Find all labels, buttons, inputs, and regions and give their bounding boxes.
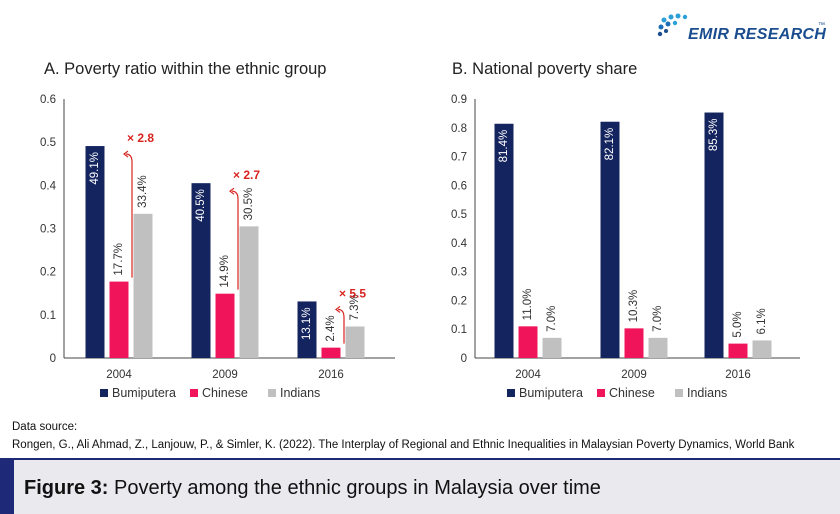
chart-a-data-label: 13.1% (301, 307, 313, 340)
chart-a-legend-label-indians: Indians (280, 386, 320, 400)
chart-b-legend-label-chinese: Chinese (609, 386, 655, 400)
chart-b-xtick-label: 2016 (725, 369, 751, 381)
chart-b-title: B. National poverty share (452, 60, 638, 78)
chart-a-legend-swatch-chinese (190, 389, 198, 397)
chart-b-ytick-label: 0.8 (451, 123, 467, 135)
chart-b-bar-bumiputera (600, 121, 620, 359)
chart-b-data-label: 81.4% (498, 130, 510, 163)
chart-a-arrowhead (335, 305, 341, 313)
chart-a-ratio-arrow (231, 190, 239, 290)
source-heading: Data source: (12, 421, 78, 433)
chart-a-bar-indians (345, 326, 365, 358)
chart-b-bar-chinese (728, 343, 748, 358)
chart-a-legend-label-bumiputera: Bumiputera (112, 386, 176, 400)
chart-a-bar-indians (239, 226, 259, 358)
logo-dots-icon (657, 13, 688, 37)
chart-b-bar-indians (648, 337, 668, 358)
chart-a-data-label: 17.7% (113, 243, 125, 276)
chart-b-data-label: 6.1% (756, 308, 768, 334)
caption-accent-bar (0, 460, 14, 514)
chart-b-ytick-label: 0.4 (451, 238, 468, 250)
figure-caption-bar: Figure 3: Poverty among the ethnic group… (0, 458, 840, 514)
chart-a-data-label: 49.1% (89, 152, 101, 185)
chart-b-bar-chinese (624, 328, 644, 358)
source-citation: Rongen, G., Ali Ahmad, Z., Lanjouw, P., … (12, 439, 795, 451)
chart-a-ytick-label: 0.5 (40, 137, 56, 149)
chart-b-bar-bumiputera (494, 123, 514, 358)
chart-a-ytick-label: 0 (50, 353, 56, 365)
chart-b-bar-indians (542, 337, 562, 358)
chart-a-bar-indians (133, 213, 153, 358)
chart-b-legend-swatch-chinese (597, 389, 605, 397)
chart-a-bar-bumiputera (85, 146, 105, 358)
chart-a-bar-chinese (215, 293, 235, 358)
chart-b-legend-swatch-bumiputera (507, 389, 515, 397)
chart-a-xtick-label: 2004 (106, 369, 132, 381)
chart-a-ratio-annotation: × 2.7 (233, 168, 260, 182)
chart-a-arrowhead (123, 150, 129, 158)
chart-a-ytick-label: 0.3 (40, 224, 56, 236)
chart-b-ytick-label: 0.7 (451, 152, 467, 164)
figure-caption-text: Poverty among the ethnic groups in Malay… (114, 477, 601, 499)
chart-a-bar-chinese (109, 281, 129, 358)
brand-logo (656, 12, 836, 52)
chart-a-ratio-annotation: × 5.5 (339, 286, 366, 300)
chart-b-ytick-label: 0.9 (451, 94, 467, 106)
chart-a-bar-bumiputera (297, 301, 317, 358)
chart-a-legend-swatch-bumiputera (100, 389, 108, 397)
chart-b-ytick-label: 0.2 (451, 295, 467, 307)
chart-a-data-label: 2.4% (325, 315, 337, 341)
chart-a-legend-swatch-indians (268, 389, 276, 397)
chart-a-xtick-label: 2009 (212, 369, 238, 381)
chart-b-data-label: 7.0% (546, 306, 558, 332)
chart-a-bar-bumiputera (191, 183, 211, 358)
chart-a-data-label: 14.9% (219, 255, 231, 288)
chart-a-ytick-label: 0.4 (40, 180, 57, 192)
chart-a-ytick-label: 0.6 (40, 94, 56, 106)
chart-b-legend-swatch-indians (675, 389, 683, 397)
chart-b-bar-bumiputera (704, 112, 724, 358)
brand-trademark: ™ (818, 22, 825, 29)
chart-b-data-label: 85.3% (708, 119, 720, 152)
chart-b-ytick-label: 0.1 (451, 324, 467, 336)
chart-a-ratio-arrow (337, 308, 345, 344)
chart-a: 0 0.1 0.2 0.3 0.4 0.5 0.6 2004 49.1% 17.7% 33.4% 20… (40, 94, 395, 400)
chart-b-xtick-label: 2004 (515, 369, 541, 381)
chart-a-bar-chinese (321, 347, 341, 358)
chart-a-ratio-annotation: × 2.8 (127, 131, 154, 145)
chart-a-ytick-label: 0.1 (40, 310, 56, 322)
chart-b-data-label: 11.0% (522, 289, 534, 321)
chart-a-xtick-label: 2016 (318, 369, 344, 381)
figure-label: Figure 3: (24, 477, 109, 499)
chart-a-ratio-arrow (125, 153, 133, 278)
chart-a-data-label: 7.3% (349, 294, 361, 320)
chart-b-xtick-label: 2009 (621, 369, 647, 381)
chart-b-data-label: 7.0% (652, 306, 664, 332)
chart-b-data-label: 10.3% (628, 290, 640, 323)
figure-caption: Figure 3: Poverty among the ethnic group… (24, 477, 601, 500)
chart-b-ytick-label: 0 (461, 353, 467, 365)
chart-b: 0 0.1 0.2 0.3 0.4 0.5 0.6 0.7 0.8 0.9 2004 81.4% 11.… (451, 94, 800, 400)
chart-b-data-label: 82.1% (604, 128, 616, 161)
chart-a-data-label: 30.5% (243, 188, 255, 221)
chart-b-legend-label-indians: Indians (687, 386, 727, 400)
chart-a-arrowhead (229, 187, 235, 195)
chart-b-data-label: 5.0% (732, 311, 744, 337)
chart-b-bar-indians (752, 340, 772, 358)
chart-a-ytick-label: 0.2 (40, 267, 56, 279)
chart-b-ytick-label: 0.3 (451, 267, 467, 279)
chart-a-data-label: 40.5% (195, 189, 207, 222)
chart-a-data-label: 33.4% (137, 175, 149, 208)
chart-b-ytick-label: 0.5 (451, 209, 467, 221)
chart-b-legend-label-bumiputera: Bumiputera (519, 386, 583, 400)
data-source: Data source: Rongen, G., Ali Ahmad, Z., … (12, 418, 794, 454)
chart-b-bar-chinese (518, 326, 538, 358)
chart-a-legend-label-chinese: Chinese (202, 386, 248, 400)
chart-b-ytick-label: 0.6 (451, 180, 467, 192)
chart-a-title: A. Poverty ratio within the ethnic group (44, 60, 327, 78)
brand-name: EMIR RESEARCH (688, 26, 827, 43)
